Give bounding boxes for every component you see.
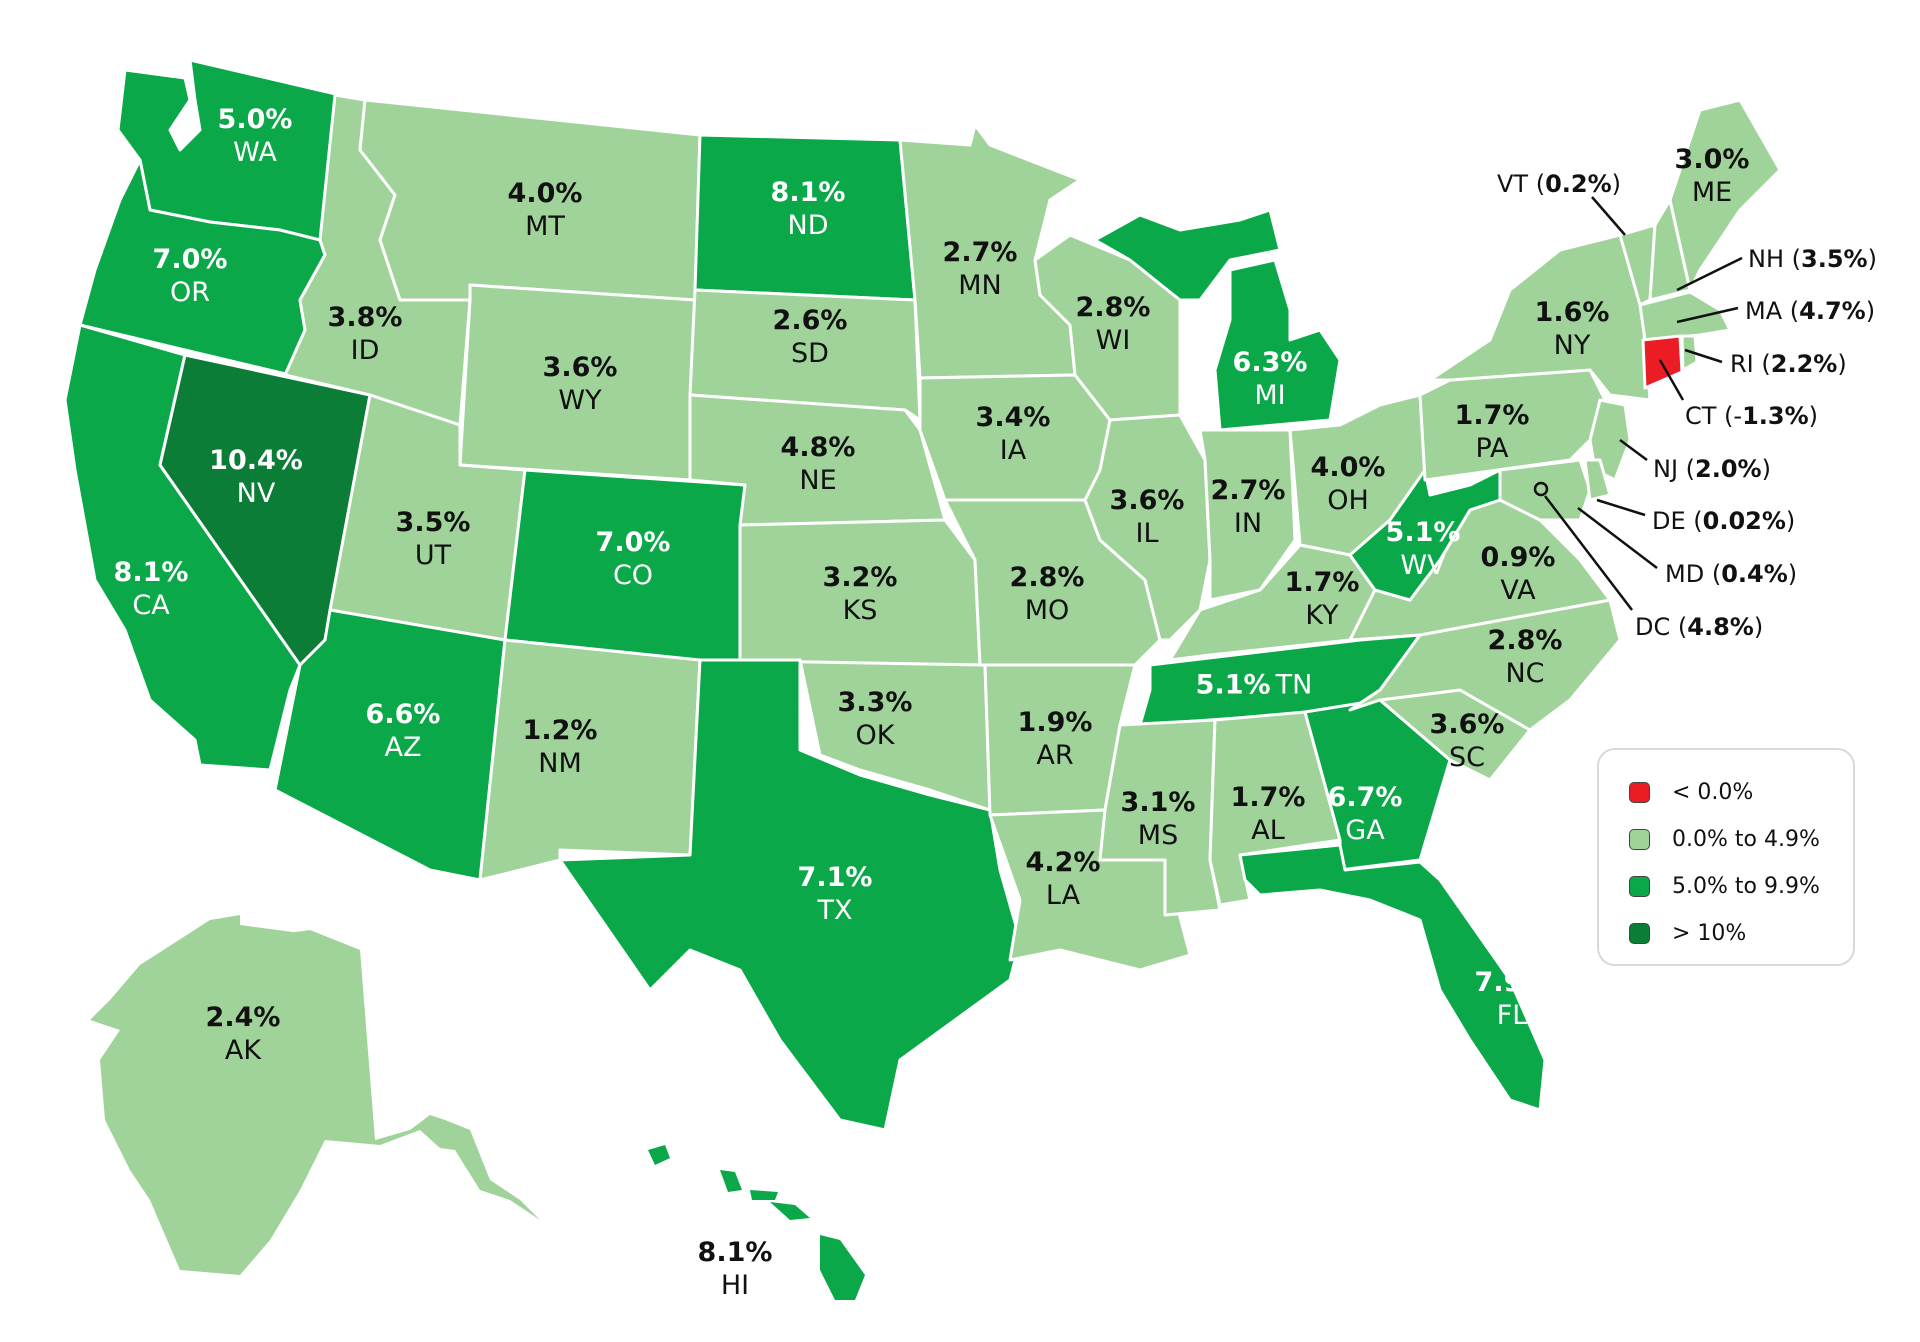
abbr: DC — [1635, 613, 1671, 641]
legend-item-mid: 5.0% to 9.9% — [1629, 871, 1820, 901]
swatch-light-green-icon — [1629, 828, 1650, 850]
abbr: CT — [1685, 402, 1717, 430]
dc-marker[interactable] — [1533, 481, 1549, 497]
state-TX[interactable] — [558, 658, 1022, 1132]
value: 2.2% — [1770, 350, 1838, 378]
callout-VT: VT (0.2%) — [1497, 170, 1622, 198]
value: 4.8% — [1687, 613, 1754, 641]
value: 3.5% — [1801, 245, 1868, 273]
value: 0.4% — [1721, 560, 1788, 588]
abbr: VT — [1497, 170, 1529, 198]
state-MT[interactable] — [358, 98, 702, 302]
abbr: MA — [1745, 297, 1783, 325]
callout-DE: DE (0.02%) — [1652, 507, 1796, 535]
callout-DC: DC (4.8%) — [1635, 613, 1764, 641]
legend-label: < 0.0% — [1672, 779, 1754, 805]
legend-label: 0.0% to 4.9% — [1672, 826, 1820, 852]
value: 1.3% — [1742, 402, 1809, 430]
state-FL[interactable] — [1238, 843, 1547, 1112]
abbr: NJ — [1653, 455, 1679, 483]
abbr: NH — [1748, 245, 1784, 273]
sign: - — [1733, 402, 1743, 430]
legend-label: > 10% — [1672, 920, 1747, 946]
state-HI[interactable] — [648, 1145, 865, 1300]
state-NM[interactable] — [478, 638, 702, 882]
abbr: RI — [1730, 350, 1754, 378]
state-KS[interactable] — [738, 518, 982, 667]
state-CT[interactable] — [1641, 334, 1684, 390]
state-IA[interactable] — [918, 373, 1112, 502]
state-ND[interactable] — [693, 133, 917, 302]
callout-MA: MA (4.7%) — [1745, 297, 1876, 325]
swatch-red-icon — [1629, 781, 1650, 803]
state-SD[interactable] — [688, 288, 922, 422]
swatch-green-icon — [1629, 875, 1650, 897]
callout-RI: RI (2.2%) — [1730, 350, 1847, 378]
abbr: DE — [1652, 507, 1686, 535]
state-NC[interactable] — [1348, 598, 1622, 732]
callout-CT: CT (-1.3%) — [1685, 402, 1819, 430]
callout-NJ: NJ (2.0%) — [1653, 455, 1771, 483]
legend-label: 5.0% to 9.9% — [1672, 873, 1820, 899]
state-MI[interactable] — [1213, 258, 1342, 432]
legend-item-high: > 10% — [1629, 918, 1746, 948]
state-WY[interactable] — [458, 283, 697, 482]
swatch-dark-green-icon — [1629, 922, 1650, 944]
state-MI-upper[interactable] — [1093, 208, 1282, 302]
legend: < 0.0% 0.0% to 4.9% 5.0% to 9.9% > 10% — [1597, 748, 1855, 966]
state-CO[interactable] — [503, 468, 747, 667]
state-IL[interactable] — [1083, 413, 1212, 642]
legend-item-low: 0.0% to 4.9% — [1629, 824, 1820, 854]
callout-NH: NH (3.5%) — [1748, 245, 1877, 273]
callout-MD: MD (0.4%) — [1665, 560, 1798, 588]
state-RI[interactable] — [1680, 334, 1699, 372]
state-AK[interactable] — [90, 915, 540, 1275]
state-DE[interactable] — [1583, 458, 1612, 502]
legend-item-negative: < 0.0% — [1629, 777, 1753, 807]
value: 2.0% — [1695, 455, 1762, 483]
value: 0.2% — [1545, 170, 1612, 198]
value: 4.7% — [1799, 297, 1866, 325]
abbr: MD — [1665, 560, 1705, 588]
value: 0.02% — [1702, 507, 1786, 535]
